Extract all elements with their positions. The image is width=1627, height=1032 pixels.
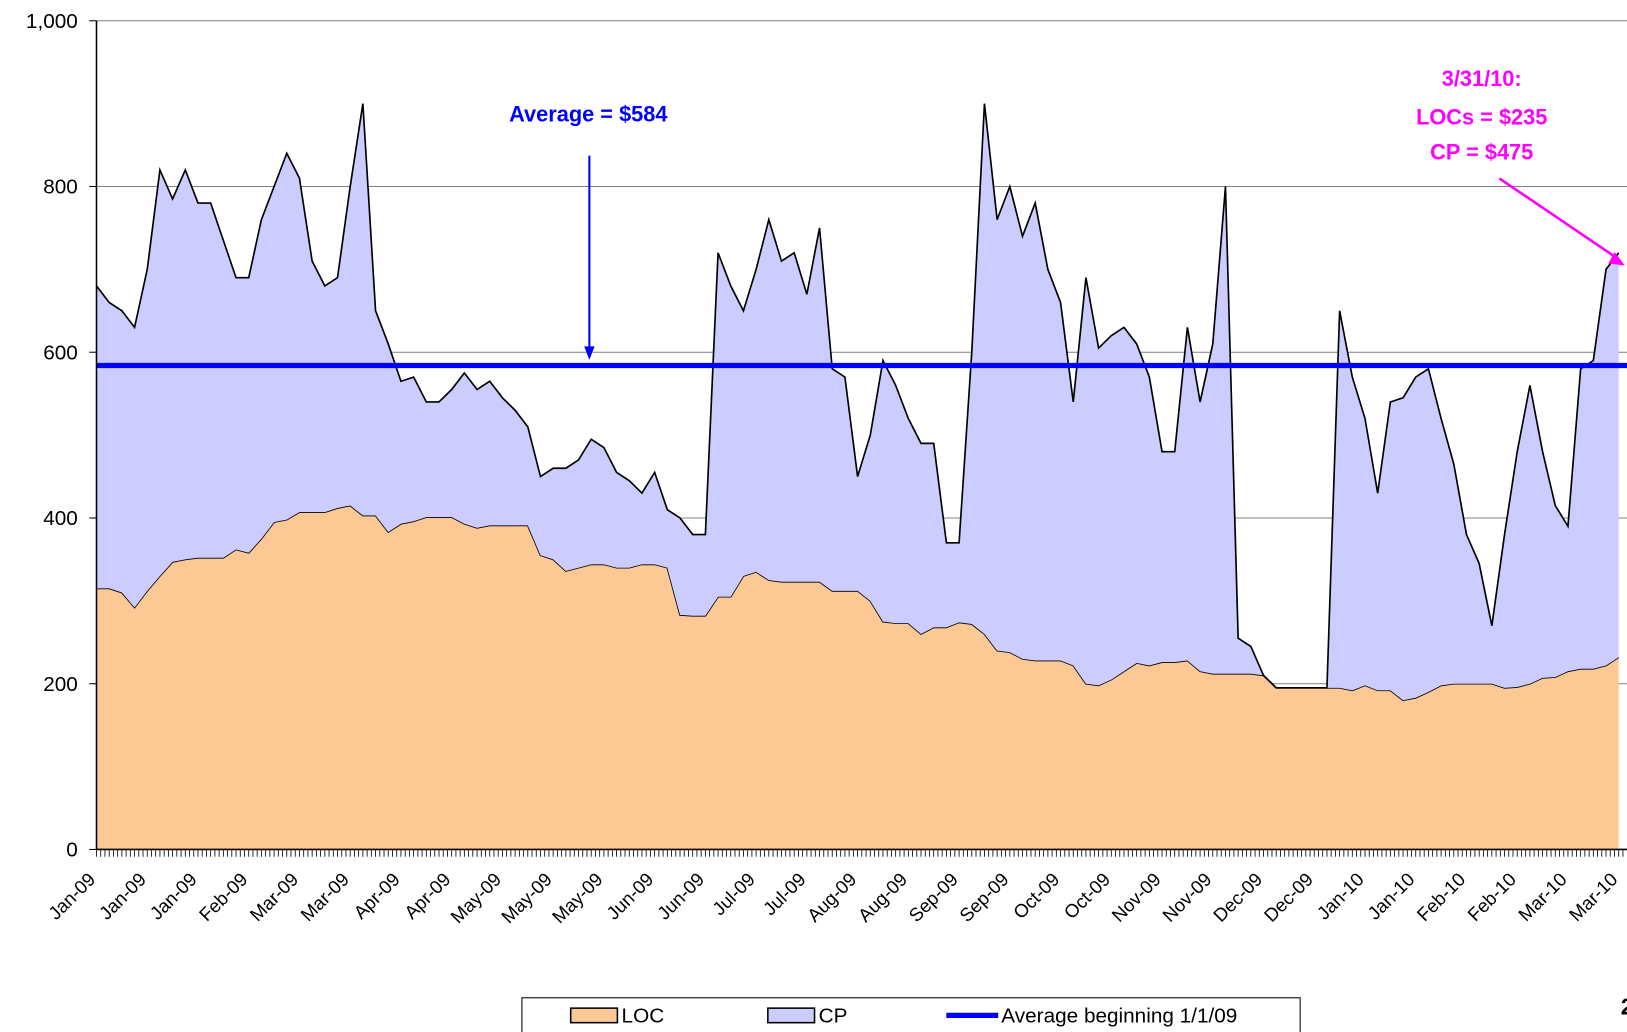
point-arrow [1498, 177, 1620, 261]
x-tick-label: Nov-09 [1158, 869, 1215, 926]
legend-items: LOC CP Average beginning 1/1/09 [569, 1005, 1237, 1028]
x-tick-label: May-09 [497, 869, 556, 928]
x-tick-label: Feb-10 [1463, 869, 1520, 926]
x-tick-label: May-09 [446, 869, 505, 928]
x-tick-label: Mar-10 [1514, 869, 1571, 926]
x-tick-label: Jun-09 [653, 869, 708, 924]
legend-swatch [767, 1007, 816, 1024]
point-arrow-head [1608, 252, 1625, 266]
x-tick-label: Mar-09 [246, 869, 303, 926]
x-tick-label: Oct-09 [1009, 869, 1063, 923]
x-tick-label: Sep-09 [904, 869, 961, 926]
y-tick-label: 0 [66, 839, 78, 862]
areas [95, 103, 1627, 850]
page-number: 2 [1621, 993, 1627, 1019]
x-tick-label: Jan-10 [1363, 869, 1418, 924]
x-tick-label: Jan-09 [44, 869, 99, 924]
legend-label: CP [819, 1005, 848, 1028]
y-tick-label: 1,000 [26, 10, 78, 33]
x-tick-label: Dec-09 [1209, 869, 1266, 926]
x-tick-label: Oct-09 [1060, 869, 1114, 923]
x-tick-label: Jul-09 [708, 869, 759, 920]
x-tick-label: Mar-10 [1565, 869, 1622, 926]
average-arrow-head [584, 346, 595, 360]
x-tick-label: Nov-09 [1107, 869, 1164, 926]
point-annotation: CP = $475 [1430, 140, 1533, 165]
y-tick-label: 200 [43, 673, 78, 696]
x-tick-label: Jan-09 [146, 869, 201, 924]
x-tick-label: Aug-09 [854, 869, 911, 926]
average-annotation: Average = $584 [509, 101, 667, 126]
x-tick-label: Jan-10 [1313, 869, 1368, 924]
x-tick-label: Mar-09 [296, 869, 353, 926]
x-tick-label: Jul-09 [759, 869, 810, 920]
point-annotation: LOCs = $235 [1416, 104, 1547, 129]
area [96, 505, 1619, 850]
y-tick-label: 600 [43, 341, 78, 364]
legend-label: Average beginning 1/1/09 [1001, 1005, 1237, 1028]
x-tick-label: Jan-09 [95, 869, 150, 924]
x-tick-label: Apr-09 [400, 869, 454, 923]
x-tick-label: Aug-09 [803, 869, 860, 926]
area-outline [95, 103, 1620, 689]
legend-swatch [569, 1007, 619, 1024]
legend [521, 997, 1301, 1032]
point-annotation: 3/31/10: [1442, 66, 1522, 91]
x-tick-label: Feb-09 [195, 869, 252, 926]
y-tick-label: 400 [43, 507, 78, 530]
x-tick-label: Sep-09 [955, 869, 1012, 926]
area [96, 103, 1619, 701]
x-tick-label: Feb-10 [1413, 869, 1470, 926]
legend-label: LOC [622, 1005, 665, 1028]
x-tick-label: Jun-09 [602, 869, 657, 924]
x-tick-label: Dec-09 [1260, 869, 1317, 926]
y-tick-label: 800 [43, 176, 78, 199]
x-tick-label: Apr-09 [349, 869, 403, 923]
x-tick-label: May-09 [548, 869, 607, 928]
